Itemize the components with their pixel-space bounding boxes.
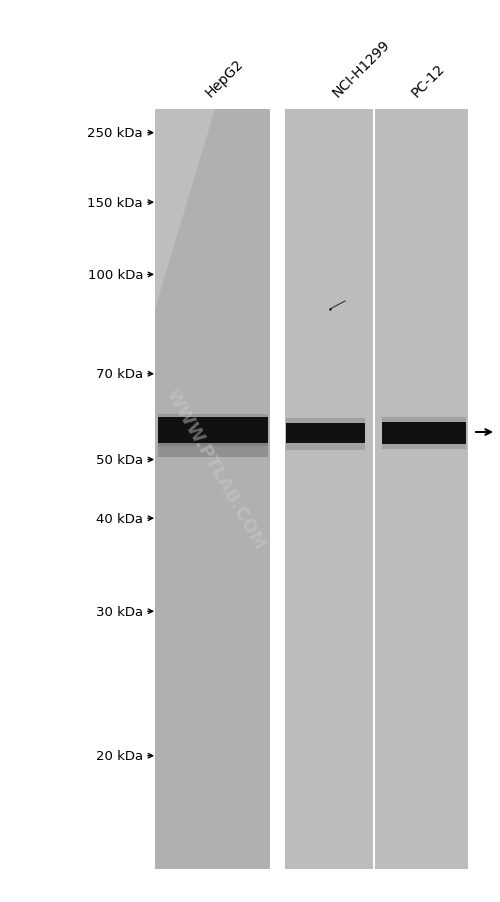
- Text: 70 kDa: 70 kDa: [96, 368, 143, 381]
- Bar: [382, 418, 466, 449]
- Text: 50 kDa: 50 kDa: [96, 454, 143, 466]
- Bar: [285, 110, 468, 869]
- Text: 20 kDa: 20 kDa: [96, 750, 143, 762]
- Text: 40 kDa: 40 kDa: [96, 512, 143, 525]
- Bar: [155, 110, 270, 869]
- Text: 30 kDa: 30 kDa: [96, 605, 143, 618]
- Text: WWW.PTLAB.COM: WWW.PTLAB.COM: [162, 385, 268, 553]
- Text: PC-12: PC-12: [408, 61, 448, 100]
- Text: NCI-H1299: NCI-H1299: [330, 37, 393, 100]
- Bar: [382, 422, 466, 445]
- Bar: [270, 110, 285, 869]
- Text: 150 kDa: 150 kDa: [88, 197, 143, 209]
- Bar: [158, 418, 268, 444]
- Polygon shape: [155, 110, 215, 309]
- Text: HepG2: HepG2: [202, 57, 246, 100]
- Bar: [158, 415, 268, 446]
- Text: 100 kDa: 100 kDa: [88, 269, 143, 281]
- Text: 250 kDa: 250 kDa: [88, 127, 143, 140]
- Bar: [158, 444, 268, 457]
- Bar: [286, 419, 365, 450]
- Bar: [286, 424, 365, 444]
